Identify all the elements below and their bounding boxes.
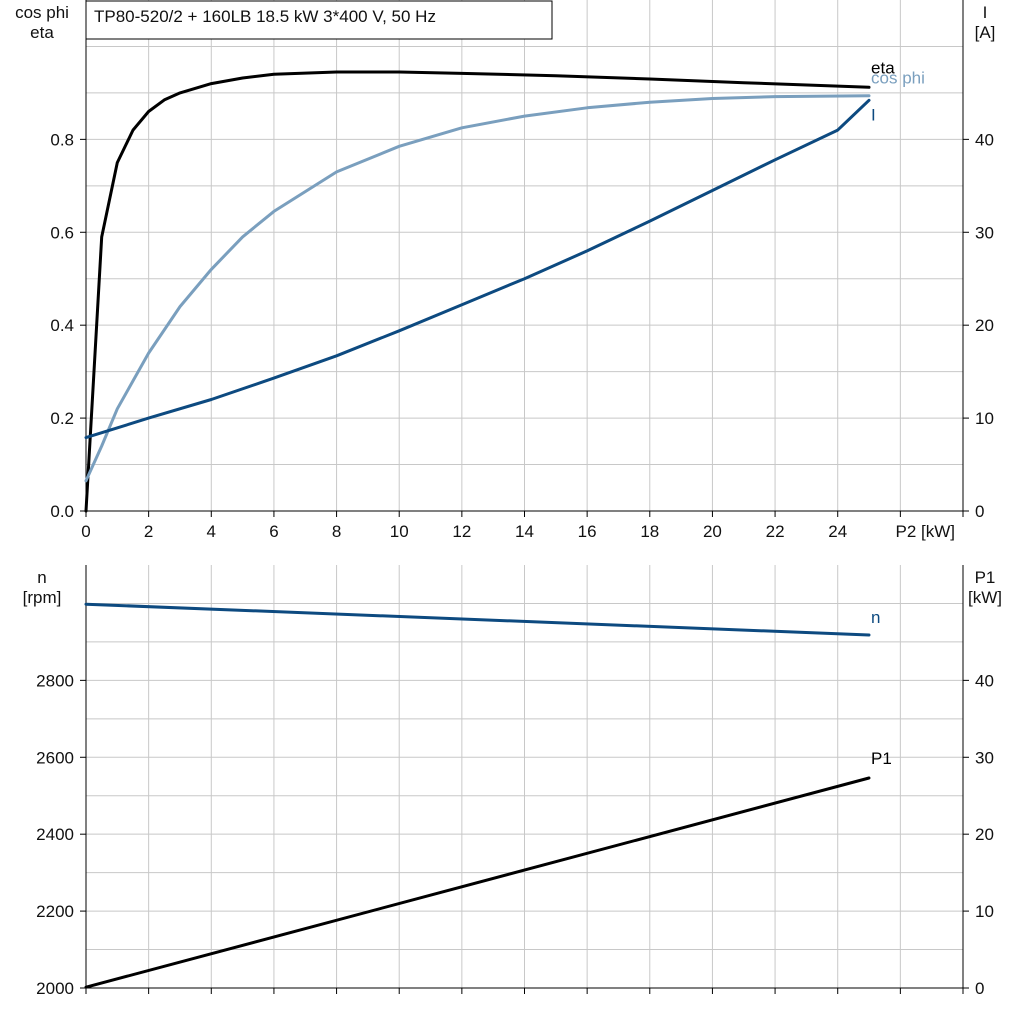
right-tick-label: 40 [975,671,994,690]
series-label-n: n [871,608,880,627]
series-line-i [84,98,871,440]
left-tick-label: 2200 [36,902,74,921]
x-tick-label: 22 [766,522,785,541]
left-axis-label: cos phi [15,3,69,22]
x-tick-label: 16 [578,522,597,541]
left-axis-label: n [37,568,46,587]
right-tick-label: 30 [975,223,994,242]
chart-title: TP80-520/2 + 160LB 18.5 kW 3*400 V, 50 H… [94,7,436,26]
series-line-cos-phi [84,94,871,483]
left-tick-label: 2600 [36,748,74,767]
bottom-chart: 20002200240026002800010203040n[rpm]P1[kW… [23,565,1002,998]
series-line-eta [84,70,871,513]
x-tick-label: 10 [390,522,409,541]
left-tick-label: 0.4 [50,316,74,335]
x-tick-label: 8 [332,522,341,541]
right-tick-label: 10 [975,409,994,428]
series-label-cos-phi: cos phi [871,69,925,88]
series-label-i: I [871,105,876,124]
left-axis-label: eta [30,23,54,42]
x-tick-label: 12 [452,522,471,541]
x-tick-label: 4 [207,522,216,541]
left-tick-label: 2400 [36,825,74,844]
x-tick-label: 6 [269,522,278,541]
right-axis-label: [A] [975,23,996,42]
x-axis-label: P2 [kW] [895,522,955,541]
right-axis-label: I [983,3,988,22]
right-tick-label: 30 [975,748,994,767]
x-tick-label: 18 [640,522,659,541]
right-axis-label: [kW] [968,588,1002,607]
right-tick-label: 0 [975,979,984,998]
x-tick-label: 0 [81,522,90,541]
series-line-n [84,602,871,637]
right-tick-label: 0 [975,502,984,521]
left-tick-label: 2800 [36,671,74,690]
title-box-frame [85,0,553,40]
left-tick-label: 2000 [36,979,74,998]
left-tick-label: 0.0 [50,502,74,521]
series-label-eta: eta [871,58,895,77]
right-tick-label: 20 [975,825,994,844]
right-tick-label: 40 [975,130,994,149]
right-tick-label: 10 [975,902,994,921]
x-tick-label: 2 [144,522,153,541]
series-line-p1 [84,776,871,989]
left-tick-label: 0.2 [50,409,74,428]
right-axis-label: P1 [975,568,996,587]
left-axis-label: [rpm] [23,588,62,607]
right-tick-label: 20 [975,316,994,335]
x-tick-label: 14 [515,522,534,541]
x-tick-label: 24 [828,522,847,541]
left-tick-label: 0.6 [50,223,74,242]
x-tick-label: 20 [703,522,722,541]
title-box: TP80-520/2 + 160LB 18.5 kW 3*400 V, 50 H… [85,0,553,40]
series-label-p1: P1 [871,749,892,768]
left-tick-label: 0.8 [50,130,74,149]
